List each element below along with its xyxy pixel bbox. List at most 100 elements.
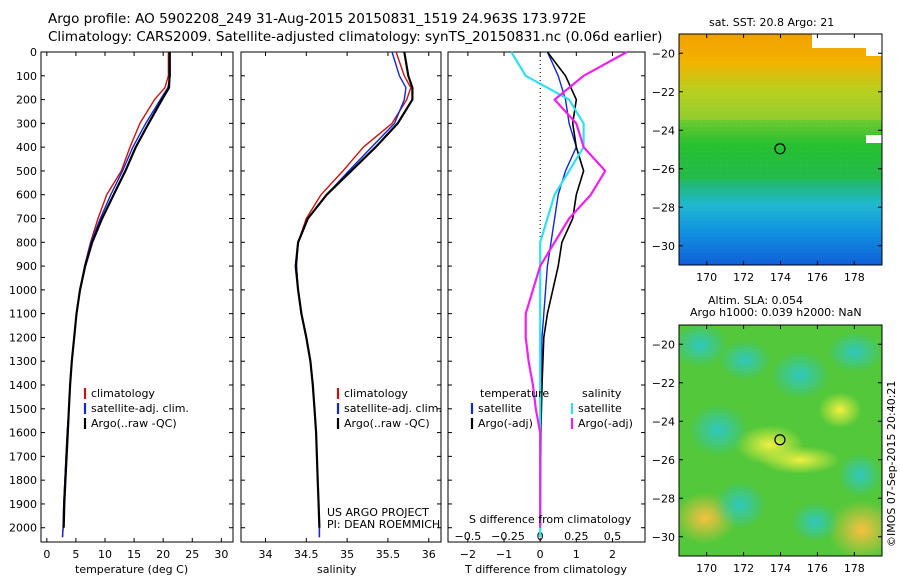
credit-text: ©IMOS 07-Sep-2015 20:40:21 — [885, 380, 898, 547]
sla-map-panel — [678, 324, 883, 557]
legend-entry: climatology — [344, 387, 408, 400]
salinity-panel: 34 34.5 35 35.5 36 climatology satellite-adj. … — [240, 51, 442, 561]
map-y-tick-label: −24 — [652, 124, 675, 137]
sst-missing-patch — [866, 48, 882, 56]
temperature-panel: 0100200300400500600700800900100011001200… — [9, 46, 234, 561]
x-tick-label: 30 — [214, 548, 228, 561]
y-tick-label: 400 — [16, 141, 37, 154]
legend-entry: Argo(-adj) — [478, 417, 533, 430]
y-tick-label: 1100 — [9, 308, 37, 321]
map-x-tick-label: 174 — [770, 562, 791, 575]
map-y-tick-label: −26 — [652, 454, 675, 467]
y-tick-label: 200 — [16, 94, 37, 107]
map-y-tick-label: −30 — [652, 240, 675, 253]
x-tick-label: 0 — [537, 548, 544, 561]
x-tick-label: 34.5 — [294, 548, 319, 561]
x-tick-label: 36 — [422, 548, 436, 561]
map-x-tick-label: 170 — [696, 271, 717, 284]
s-tick-label: −0.5 — [455, 530, 482, 543]
sst-missing-patch — [866, 135, 882, 143]
x-tick-label: 34 — [258, 548, 272, 561]
map-y-tick-label: −22 — [652, 377, 675, 390]
map-x-tick-label: 178 — [844, 562, 865, 575]
map-x-tick-label: 170 — [696, 562, 717, 575]
x-tick-label: 1 — [573, 548, 580, 561]
y-tick-label: 2000 — [9, 522, 37, 535]
map-y-tick-label: −24 — [652, 415, 675, 428]
salinity-axis-label: salinity — [317, 563, 357, 576]
argo-position-marker — [774, 434, 786, 446]
legend-group-title: salinity — [582, 387, 622, 400]
legend-entry: climatology — [91, 387, 155, 400]
argo-position-marker — [774, 143, 786, 155]
x-tick-label: 20 — [156, 548, 170, 561]
map-x-tick-label: 172 — [733, 562, 754, 575]
sla-map-title-line-2: Argo h1000: 0.039 h2000: NaN — [690, 306, 862, 319]
y-tick-label: 1900 — [9, 498, 37, 511]
x-tick-label: −1 — [496, 548, 512, 561]
map-x-tick-label: 176 — [807, 271, 828, 284]
difference-series-1 — [539, 51, 577, 528]
x-tick-label: 35.5 — [376, 548, 401, 561]
x-tick-label: 2 — [609, 548, 616, 561]
x-tick-label: 0 — [43, 548, 50, 561]
sla-map-title-line-1: Altim. SLA: 0.054 — [708, 294, 804, 307]
map-x-tick-label: 178 — [844, 271, 865, 284]
legend-entry: Argo(-adj) — [578, 417, 633, 430]
x-tick-label: 5 — [72, 548, 79, 561]
map-x-tick-label: 172 — [733, 271, 754, 284]
difference-panel: −2−1012−0.5−0.2500.250.5temperaturesatel… — [447, 51, 646, 561]
s-difference-axis-label: S difference from climatology — [469, 513, 632, 526]
temperature-series-3 — [62, 52, 171, 528]
salinity-series-3 — [294, 51, 414, 528]
y-tick-label: 1500 — [9, 403, 37, 416]
temperature-frame — [40, 51, 234, 543]
y-tick-label: 1200 — [9, 331, 37, 344]
legend-entry: satellite — [578, 402, 622, 415]
y-tick-label: 900 — [16, 260, 37, 273]
x-tick-label: −2 — [460, 548, 476, 561]
map-y-tick-label: −30 — [652, 531, 675, 544]
profile-panels: 0100200300400500600700800900100011001200… — [9, 46, 646, 561]
y-tick-label: 1300 — [9, 355, 37, 368]
y-tick-label: 700 — [16, 213, 37, 226]
s-tick-label: 0.5 — [604, 530, 622, 543]
y-tick-label: 300 — [16, 117, 37, 130]
project-annotation: US ARGO PROJECT — [327, 506, 429, 519]
sst-missing-patch — [812, 34, 882, 48]
map-x-tick-label: 176 — [807, 562, 828, 575]
y-tick-label: 500 — [16, 165, 37, 178]
s-tick-label: 0.25 — [564, 530, 589, 543]
sst-map-title: sat. SST: 20.8 Argo: 21 — [709, 16, 835, 29]
y-tick-label: 1400 — [9, 379, 37, 392]
legend-entry: satellite-adj. clim. — [344, 402, 442, 415]
y-tick-label: 0 — [30, 46, 37, 59]
map-y-tick-label: −20 — [652, 47, 675, 60]
difference-series-2 — [539, 51, 585, 528]
y-tick-label: 1000 — [9, 284, 37, 297]
map-x-tick-label: 174 — [770, 271, 791, 284]
salinity-frame — [240, 51, 442, 543]
y-tick-label: 1800 — [9, 474, 37, 487]
s-tick-label: −0.25 — [491, 530, 525, 543]
header-line-2: Climatology: CARS2009. Satellite-adjuste… — [48, 29, 663, 45]
x-tick-label: 10 — [98, 548, 112, 561]
legend-group-title: temperature — [480, 387, 549, 400]
sst-map-panel — [678, 33, 883, 266]
map-axes: 170 172 174 176 178 −20 −22 −24 −26 −28 −30 170 172 1… — [652, 34, 882, 575]
y-tick-label: 1700 — [9, 450, 37, 463]
legend-entry: satellite — [478, 402, 522, 415]
map-y-tick-label: −22 — [652, 86, 675, 99]
y-tick-label: 600 — [16, 189, 37, 202]
difference-frame — [447, 51, 646, 543]
y-tick-label: 800 — [16, 236, 37, 249]
pi-annotation: PI: DEAN ROEMMICH — [327, 518, 441, 531]
map-y-tick-label: −28 — [652, 492, 675, 505]
map-y-tick-label: −28 — [652, 201, 675, 214]
temperature-axis-label: temperature (deg C) — [75, 563, 189, 576]
map-y-tick-label: −20 — [652, 338, 675, 351]
legend-entry: satellite-adj. clim. — [91, 402, 189, 415]
y-tick-label: 100 — [16, 70, 37, 83]
y-tick-label: 1600 — [9, 427, 37, 440]
